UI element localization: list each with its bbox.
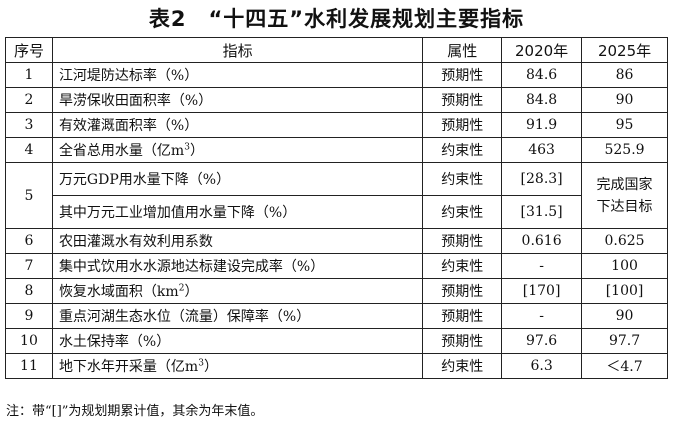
table-row: 2 旱涝保收田面积率（%） 预期性 84.8 90 (5, 87, 668, 113)
row-number: 7 (5, 253, 53, 279)
indicator-name: 水土保持率（%） (51, 328, 424, 354)
table-row: 5 万元GDP用水量下降（%） 约束性 [28.3] 完成国家 下达目标 (5, 162, 668, 229)
indicator-text-end: ） (189, 143, 204, 159)
value-2025: [100] (581, 278, 668, 304)
attribute: 预期性 (422, 278, 503, 304)
table-row: 7 集中式饮用水水源地达标建设完成率（%） 约束性 -100 (5, 253, 668, 279)
value-2025: 95 (581, 112, 668, 138)
value-2020: - (501, 303, 583, 329)
header-2020: 2020年 (501, 37, 583, 63)
target-line-1: 完成国家 (596, 176, 653, 193)
table-row: 11 地下水年开采量（亿m3） 约束性 6.3 ＜4.7 (5, 353, 668, 379)
indicator-text-end: ） (184, 284, 199, 300)
table-row: 3 有效灌溉面积率（%） 预期性 91.9 95 (5, 112, 668, 138)
indicator-name: 江河堤防达标率（%） (51, 62, 424, 88)
value-2020: [170] (501, 278, 583, 304)
attribute: 约束性 (422, 195, 503, 229)
value-2025: 90 (581, 87, 668, 113)
target-line-2: 下达目标 (596, 198, 653, 215)
value-2020: 463 (501, 137, 583, 163)
header-row: 序号 指标 属性 2020年 2025年 (5, 37, 668, 63)
header-indicator: 指标 (51, 37, 424, 63)
value-2020: 97.6 (501, 328, 583, 354)
value-2020: 0.616 (501, 228, 583, 254)
unit-superscript: 2 (178, 283, 185, 294)
indicator-name: 其中万元工业增加值用水量下降（%） (51, 195, 424, 229)
table-row: 4 全省总用水量（亿m3） 约束性 463 525.9 (5, 137, 668, 163)
header-2025: 2025年 (581, 37, 668, 63)
row-number: 10 (5, 328, 53, 354)
row-number: 3 (5, 112, 53, 138)
indicator-text: 恢复水域面积（km (58, 284, 179, 300)
indicator-text-end: ） (203, 359, 218, 375)
row-number: 4 (5, 137, 53, 163)
indicator-name: 集中式饮用水水源地达标建设完成率（%） (51, 253, 424, 279)
value-2025: 97.7 (581, 328, 668, 354)
table-row: 6 农田灌溉水有效利用系数 预期性 0.616 0.625 (5, 228, 668, 254)
indicators-table: 序号 指标 属性 2020年 2025年 1 江河堤防达标率（%） 预期性 84.6 8… (5, 37, 668, 379)
value-2025: 86 (581, 62, 668, 88)
attribute: 约束性 (422, 137, 503, 163)
value-2020: - (501, 253, 583, 279)
row-number: 2 (5, 87, 53, 113)
attribute: 约束性 (422, 162, 503, 196)
table-row: 10 水土保持率（%） 预期性 97.6 97.7 (5, 328, 668, 354)
value-2025: 100 (581, 253, 668, 279)
table-row: 1 江河堤防达标率（%） 预期性 84.6 86 (5, 62, 668, 88)
indicator-name: 全省总用水量（亿m3） (51, 137, 424, 163)
indicator-name: 万元GDP用水量下降（%） (51, 162, 424, 196)
table-subrow: 其中万元工业增加值用水量下降（%） 约束性 [31.5] (6, 195, 668, 229)
value-2025: 0.625 (581, 228, 668, 254)
unit-superscript: 3 (198, 358, 204, 369)
value-2020: [31.5] (501, 195, 583, 229)
row-number: 5 (5, 162, 53, 229)
value-2020: [28.3] (501, 162, 583, 196)
attribute: 预期性 (422, 228, 503, 254)
row-number: 8 (5, 278, 53, 304)
row-number: 1 (5, 62, 53, 88)
indicator-name: 旱涝保收田面积率（%） (51, 87, 424, 113)
attribute: 预期性 (422, 112, 503, 138)
table-row: 8 恢复水域面积（km2） 预期性 [170] [100] (5, 278, 668, 304)
indicator-name: 有效灌溉面积率（%） (51, 112, 424, 138)
value-2025: 90 (581, 303, 668, 329)
value-2020: 91.9 (501, 112, 583, 138)
table-row: 9 重点河湖生态水位（流量）保障率（%） 预期性 -90 (5, 303, 668, 329)
attribute: 预期性 (422, 87, 503, 113)
value-2025: ＜4.7 (581, 353, 668, 379)
indicator-name: 重点河湖生态水位（流量）保障率（%） (51, 303, 424, 329)
value-2025: 525.9 (581, 137, 668, 163)
indicator-name: 农田灌溉水有效利用系数 (51, 228, 424, 254)
indicator-name: 地下水年开采量（亿m3） (51, 353, 424, 379)
row-number: 9 (5, 303, 53, 329)
table-title: 表2 “十四五”水利发展规划主要指标 (148, 7, 525, 31)
unit-superscript: 3 (184, 142, 190, 153)
indicator-text: 地下水年开采量（亿m (58, 359, 199, 375)
value-2020: 84.8 (501, 87, 583, 113)
value-2020: 84.6 (501, 62, 583, 88)
header-attribute: 属性 (422, 37, 503, 63)
row-number: 6 (5, 228, 53, 254)
attribute: 约束性 (422, 353, 503, 379)
attribute: 预期性 (422, 62, 503, 88)
indicator-text: 全省总用水量（亿m (58, 143, 185, 159)
attribute: 约束性 (422, 253, 503, 279)
footnote: 注：带“[]”为规划期累计值，其余为年末值。 (6, 404, 264, 419)
value-2020: 6.3 (501, 353, 583, 379)
row-number: 11 (5, 353, 53, 379)
attribute: 预期性 (422, 328, 503, 354)
attribute: 预期性 (422, 303, 503, 329)
header-no: 序号 (5, 37, 53, 63)
indicator-name: 恢复水域面积（km2） (51, 278, 424, 304)
value-2025: 完成国家 下达目标 (581, 162, 668, 229)
